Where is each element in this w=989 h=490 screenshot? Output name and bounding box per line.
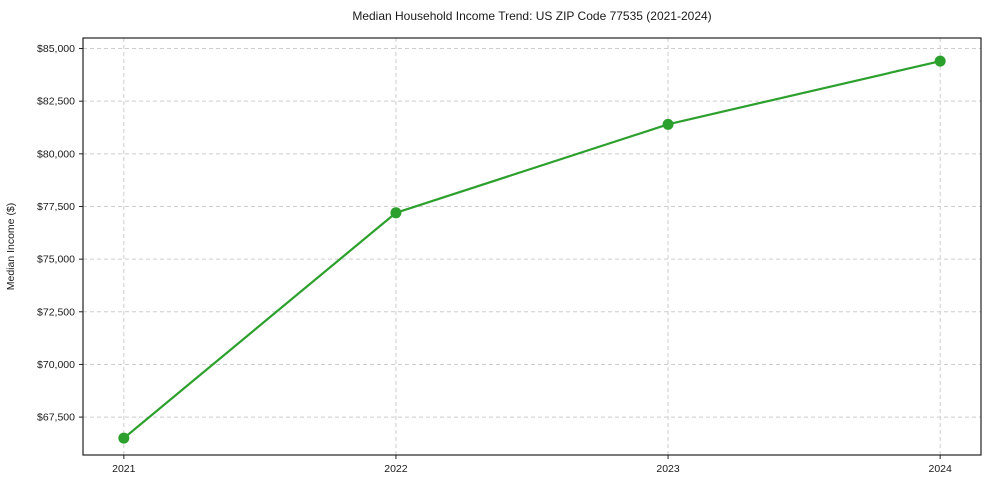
y-axis-label: Median Income ($)	[5, 203, 17, 291]
x-tick-label: 2023	[656, 463, 680, 475]
trend-line	[122, 60, 942, 440]
y-tick-label: $85,000	[37, 43, 75, 55]
y-tick-label: $75,000	[37, 254, 75, 266]
y-tick-label: $82,500	[37, 96, 75, 108]
plot-border	[82, 37, 982, 456]
axis-tick-labels: $67,500 $70,000 $72,500 $75,000 $77,500 $80,0…	[37, 43, 952, 475]
data-point-marker	[662, 118, 674, 130]
data-point-marker	[390, 207, 402, 219]
y-tick-label: $80,000	[37, 148, 75, 160]
axis-ticks	[79, 48, 941, 459]
data-point-marker	[934, 55, 946, 67]
x-tick-label: 2022	[384, 463, 408, 475]
x-tick-label: 2024	[929, 463, 953, 475]
chart-title: Median Household Income Trend: US ZIP Co…	[352, 9, 712, 23]
y-tick-label: $72,500	[37, 306, 75, 318]
y-tick-label: $70,000	[37, 359, 75, 371]
series-median-household-income	[118, 55, 946, 444]
data-point-marker	[118, 432, 130, 444]
y-tick-label: $77,500	[37, 201, 75, 213]
y-tick-label: $67,500	[37, 412, 75, 424]
x-tick-label: 2021	[112, 463, 136, 475]
gridlines	[83, 38, 981, 455]
